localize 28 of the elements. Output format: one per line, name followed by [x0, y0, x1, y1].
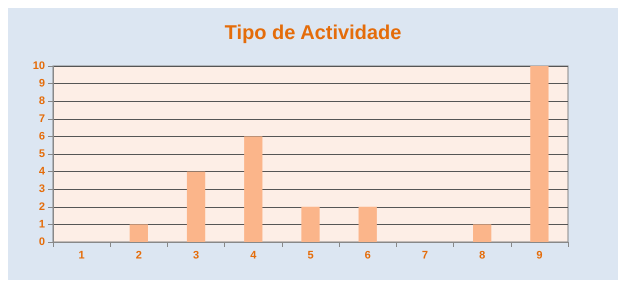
bar	[130, 224, 148, 242]
x-tick-label: 3	[192, 250, 200, 262]
x-tick-label: 7	[422, 250, 428, 262]
y-tick-label: 7	[38, 112, 45, 125]
bar	[473, 224, 492, 242]
bar	[530, 66, 549, 242]
x-tick-label: 5	[307, 250, 314, 262]
x-tick-label: 9	[536, 250, 542, 262]
y-tick-label: 4	[38, 166, 46, 178]
bar	[301, 206, 320, 242]
x-tick-label: 8	[479, 250, 486, 262]
y-tick-label: 9	[38, 78, 45, 90]
chart-title: Tipo de Actividade	[224, 22, 402, 44]
x-tick-label: 1	[78, 250, 85, 262]
y-tick-label: 3	[38, 183, 45, 196]
y-tick-label: 0	[38, 236, 45, 248]
x-tick-label: 4	[250, 250, 258, 262]
x-tick-label: 2	[136, 250, 142, 262]
bar	[358, 206, 377, 242]
x-tick-label: 6	[364, 250, 371, 262]
y-tick-label: 5	[38, 148, 45, 160]
y-tick-label: 10	[32, 60, 45, 72]
y-tick-label: 1	[38, 218, 45, 230]
y-tick-label: 6	[38, 130, 45, 142]
y-tick-label: 2	[38, 200, 45, 213]
bar	[244, 136, 262, 242]
y-tick-label: 8	[38, 95, 45, 108]
bar	[186, 172, 206, 242]
